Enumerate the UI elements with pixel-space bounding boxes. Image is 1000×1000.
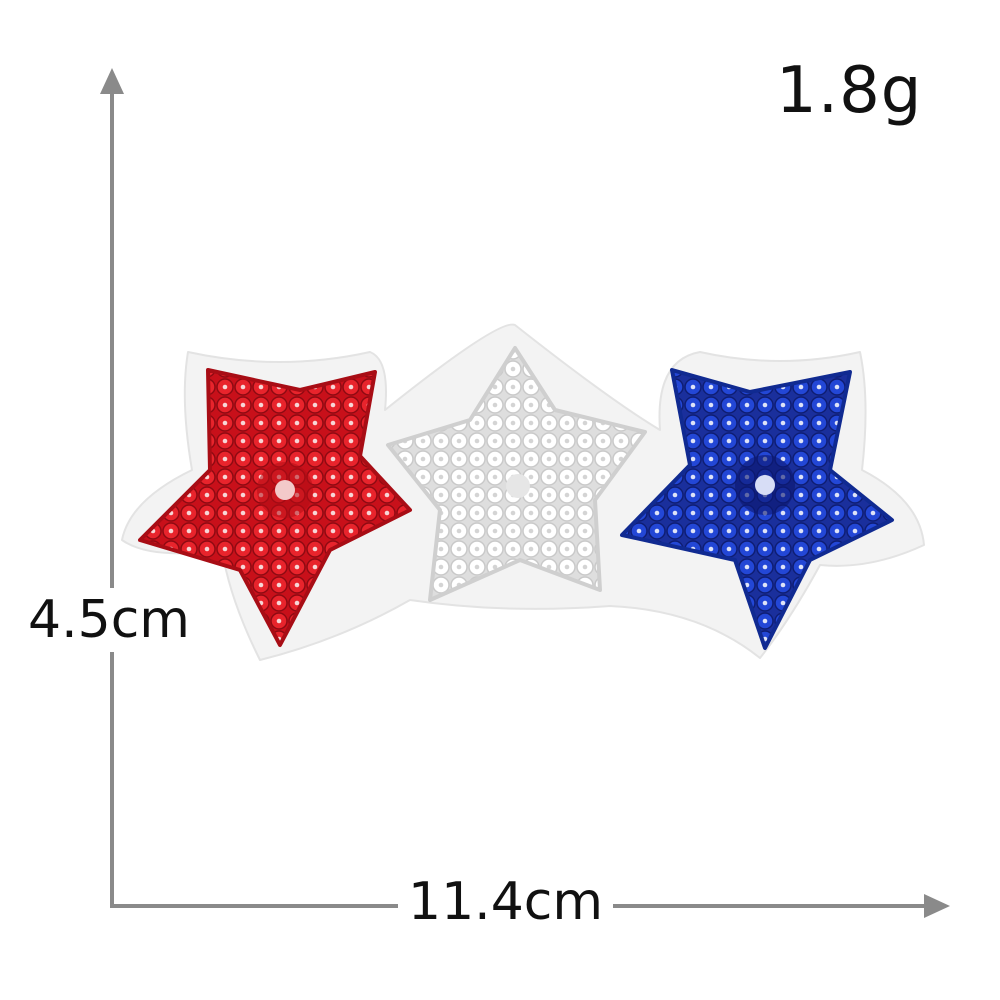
up-arrow-icon [100, 68, 124, 94]
height-label: 4.5cm [28, 588, 190, 652]
weight-label: 1.8g [776, 54, 923, 128]
width-label: 11.4cm [398, 872, 614, 932]
right-arrow-icon [924, 894, 950, 918]
vertical-axis [100, 68, 124, 906]
red-sequin-star [138, 368, 412, 647]
white-sequin-star [386, 346, 647, 602]
blue-sequin-star [620, 368, 894, 650]
